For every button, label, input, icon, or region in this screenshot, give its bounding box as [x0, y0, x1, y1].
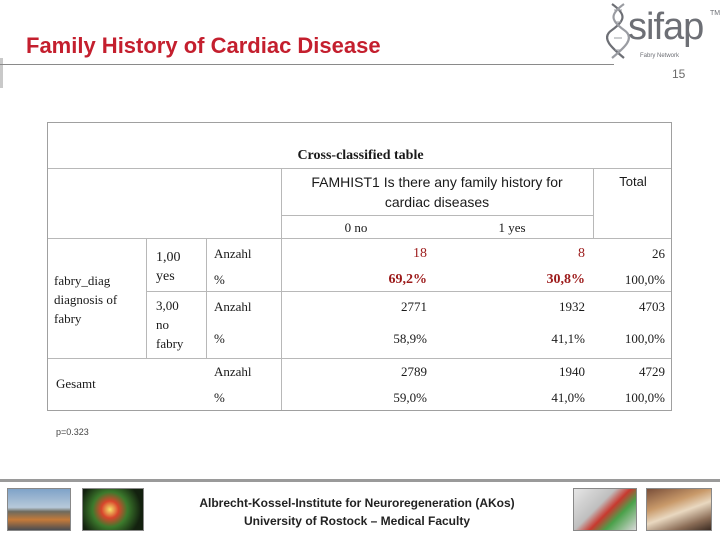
stat-label: Anzahl	[214, 364, 252, 379]
logo-trademark: TM	[710, 10, 720, 17]
rule-under-column-header	[281, 215, 593, 216]
column-header-line2: cardiac diseases	[384, 194, 490, 210]
value-no: 2771	[401, 299, 427, 314]
row-variable-line1: fabry_diag	[54, 273, 111, 288]
footer-rule	[0, 479, 720, 482]
rule-stub-right	[206, 239, 207, 358]
value-no: 69,2%	[388, 272, 428, 287]
sifap-logo: sifap TM Fabry Network	[606, 2, 720, 64]
neuron-image	[82, 488, 144, 531]
header-rule	[0, 64, 614, 65]
university-name: University of Rostock – Medical Faculty	[243, 514, 471, 528]
logo-wordmark: sifap	[628, 6, 704, 48]
rule-stat-right	[281, 169, 282, 410]
lab-researcher-photo	[646, 488, 712, 531]
value-total: 100,0%	[624, 331, 665, 346]
left-edge-marker	[0, 58, 3, 88]
institute-name: Albrecht-Kossel-Institute for Neuroregen…	[199, 496, 515, 510]
value-yes: 8	[578, 246, 585, 261]
rule-under-title	[48, 168, 671, 169]
rule-stub-left	[146, 239, 147, 358]
group2-label-line1: 3,00	[156, 298, 179, 313]
p-value-footnote: p=0.323	[56, 427, 89, 437]
stat-label: Anzahl	[214, 299, 252, 314]
lab-equipment-photo	[573, 488, 637, 531]
group1-label-line1: 1,00	[156, 250, 181, 265]
value-yes: 41,0%	[551, 390, 585, 405]
value-yes: 1940	[559, 364, 585, 379]
column-no-header: 0 no	[344, 220, 368, 235]
column-header-line1: FAMHIST1 Is there any family history for	[311, 174, 563, 190]
row-variable-line2: diagnosis of	[54, 292, 118, 307]
slide-title: Family History of Cardiac Disease	[26, 33, 381, 58]
value-yes: 30,8%	[546, 272, 586, 287]
table-title: Cross-classified table	[297, 148, 424, 163]
row-variable-line3: fabry	[54, 311, 82, 326]
column-yes-header: 1 yes	[498, 220, 526, 235]
cross-classified-table: Cross-classified table FAMHIST1 Is there…	[47, 122, 672, 411]
stat-label: %	[214, 272, 225, 287]
institute-footer: Albrecht-Kossel-Institute for Neuroregen…	[160, 494, 554, 530]
column-total-header: Total	[619, 174, 647, 189]
rule-under-group2	[48, 358, 671, 359]
group2-label-line2: no	[156, 317, 169, 332]
rule-under-group1	[146, 291, 671, 292]
stat-label: Anzahl	[214, 246, 252, 261]
value-total: 100,0%	[624, 390, 665, 405]
stat-label: %	[214, 390, 225, 405]
value-no: 59,0%	[393, 390, 427, 405]
stat-label: %	[214, 331, 225, 346]
value-total: 100,0%	[624, 272, 665, 287]
rule-under-column-labels	[48, 238, 671, 239]
value-total: 4729	[639, 364, 665, 379]
group2-label-line3: fabry	[156, 336, 184, 351]
dna-helix-icon	[606, 3, 630, 59]
rule-total-left	[593, 169, 594, 239]
page-number: 15	[672, 67, 686, 81]
value-yes: 1932	[559, 299, 585, 314]
building-photo	[7, 488, 71, 531]
value-total: 26	[652, 246, 665, 261]
value-no: 2789	[401, 364, 427, 379]
total-row-label: Gesamt	[56, 376, 96, 391]
group1-label-line2: yes	[156, 269, 175, 284]
logo-subtitle: Fabry Network	[640, 53, 680, 59]
value-total: 4703	[639, 299, 665, 314]
value-no: 18	[413, 246, 427, 261]
value-yes: 41,1%	[551, 331, 585, 346]
value-no: 58,9%	[393, 331, 427, 346]
